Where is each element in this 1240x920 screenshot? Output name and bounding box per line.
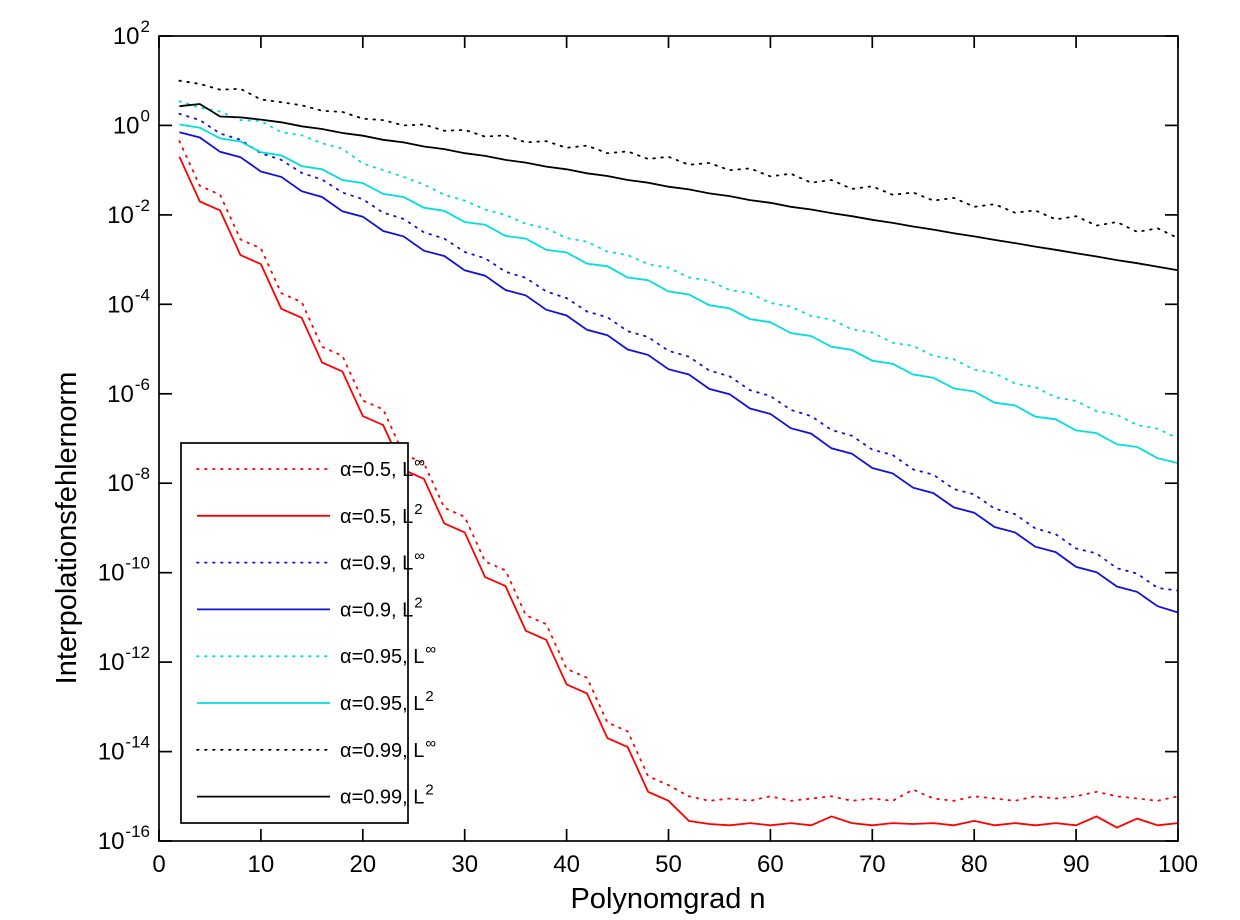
legend-entry-alpha-05-linf: α=0.5, L∞	[196, 454, 425, 481]
y-tick-base: 10	[107, 470, 134, 497]
legend-label-superscript: 2	[414, 594, 422, 611]
x-tick-label: 40	[553, 851, 580, 878]
y-tick-exponent: 0	[141, 106, 150, 125]
y-tick-exponent: -16	[125, 822, 150, 841]
y-tick-exponent: -2	[135, 196, 150, 215]
y-tick-label: 10-10	[98, 554, 150, 587]
x-tick-label: 20	[349, 851, 376, 878]
legend-label-superscript: ∞	[425, 735, 436, 752]
y-tick-base: 10	[98, 828, 125, 855]
y-tick-base: 10	[107, 202, 134, 229]
series-line-alpha-09-linf	[178, 112, 1179, 592]
y-tick-base: 10	[107, 381, 134, 408]
series-line-alpha-099-linf	[178, 79, 1179, 239]
legend-label: α=0.9, L∞	[340, 548, 425, 575]
y-tick-exponent: -14	[125, 733, 150, 752]
x-tick-label: 60	[757, 851, 784, 878]
y-tick-label: 10-16	[98, 822, 150, 855]
x-tick-label: 10	[248, 851, 275, 878]
y-tick-base: 10	[98, 560, 125, 587]
y-tick-label: 100	[113, 106, 150, 139]
legend-label-superscript: ∞	[414, 548, 425, 565]
y-tick-exponent: -4	[135, 285, 150, 304]
y-tick-exponent: -6	[135, 375, 150, 394]
y-tick-label: 10-14	[98, 733, 150, 766]
x-axis-ticks: 0 10 20 30 40 50 60 70 80 90 100	[152, 36, 1198, 878]
legend-label: α=0.95, L2	[340, 688, 434, 715]
legend-label-base: α=0.9, L	[340, 553, 413, 575]
x-tick-label: 70	[859, 851, 886, 878]
legend-label: α=0.9, L2	[340, 594, 423, 621]
y-tick-base: 10	[113, 112, 140, 139]
y-tick-label: 102	[113, 17, 150, 50]
y-tick-exponent: -10	[125, 554, 150, 573]
curves-group	[178, 79, 1179, 829]
legend-label: α=0.99, L2	[340, 782, 434, 809]
legend: α=0.5, L∞α=0.5, L2α=0.9, L∞α=0.9, L2α=0.…	[180, 442, 436, 824]
legend-label-superscript: 2	[425, 782, 433, 799]
y-tick-base: 10	[98, 739, 125, 766]
series-line-alpha-099-l2	[179, 103, 1179, 272]
legend-entry-alpha-09-linf: α=0.9, L∞	[196, 548, 425, 575]
legend-label-superscript: 2	[414, 501, 422, 518]
y-tick-base: 10	[107, 291, 134, 318]
legend-entry-alpha-099-l2: α=0.99, L2	[197, 782, 434, 809]
y-tick-exponent: -8	[135, 464, 150, 483]
x-tick-label: 30	[451, 851, 478, 878]
x-axis-label: Polynomgrad n	[570, 883, 765, 915]
y-tick-label: 10-8	[107, 464, 150, 497]
x-tick-label: 0	[152, 851, 165, 878]
y-tick-label: 10-4	[107, 285, 150, 318]
legend-entry-alpha-095-l2: α=0.95, L2	[197, 688, 434, 715]
y-tick-label: 10-12	[98, 643, 150, 676]
y-tick-base: 10	[113, 23, 140, 50]
y-tick-exponent: 2	[141, 17, 150, 36]
legend-label-base: α=0.5, L	[340, 506, 413, 528]
series-line-alpha-05-l2	[178, 156, 1179, 829]
legend-label-base: α=0.5, L	[340, 459, 413, 481]
legend-label-base: α=0.95, L	[340, 693, 424, 715]
legend-label: α=0.5, L∞	[340, 454, 425, 481]
y-axis-ticks: 10210010-210-410-610-810-1010-1210-1410-…	[98, 17, 1178, 855]
y-axis-label: Interpolationsfehlernorm	[51, 372, 83, 685]
legend-label-superscript: ∞	[414, 454, 425, 471]
legend-entry-alpha-095-linf: α=0.95, L∞	[196, 641, 436, 668]
legend-label: α=0.95, L∞	[340, 641, 436, 668]
series-line-alpha-095-linf	[178, 100, 1179, 440]
legend-label-base: α=0.99, L	[340, 740, 424, 762]
legend-label-superscript: 2	[425, 688, 433, 705]
legend-entry-alpha-099-linf: α=0.99, L∞	[196, 735, 436, 762]
legend-label-base: α=0.9, L	[340, 599, 413, 621]
y-tick-label: 10-2	[107, 196, 150, 229]
series-line-alpha-095-l2	[179, 123, 1179, 464]
x-tick-label: 50	[655, 851, 682, 878]
legend-label: α=0.5, L2	[340, 501, 423, 528]
x-tick-label: 90	[1063, 851, 1090, 878]
legend-entry-alpha-05-l2: α=0.5, L2	[197, 501, 423, 528]
x-tick-label: 100	[1158, 851, 1198, 878]
legend-label-superscript: ∞	[425, 641, 436, 658]
x-tick-label: 80	[961, 851, 988, 878]
y-tick-base: 10	[98, 649, 125, 676]
legend-rows: α=0.5, L∞α=0.5, L2α=0.9, L∞α=0.9, L2α=0.…	[196, 454, 436, 809]
legend-entry-alpha-09-l2: α=0.9, L2	[197, 594, 423, 621]
series-line-alpha-09-l2	[179, 131, 1179, 614]
legend-label: α=0.99, L∞	[340, 735, 436, 762]
legend-label-base: α=0.99, L	[340, 787, 424, 809]
y-tick-exponent: -12	[125, 643, 150, 662]
legend-box	[180, 442, 409, 824]
y-tick-label: 10-6	[107, 375, 150, 408]
legend-label-base: α=0.95, L	[340, 646, 424, 668]
